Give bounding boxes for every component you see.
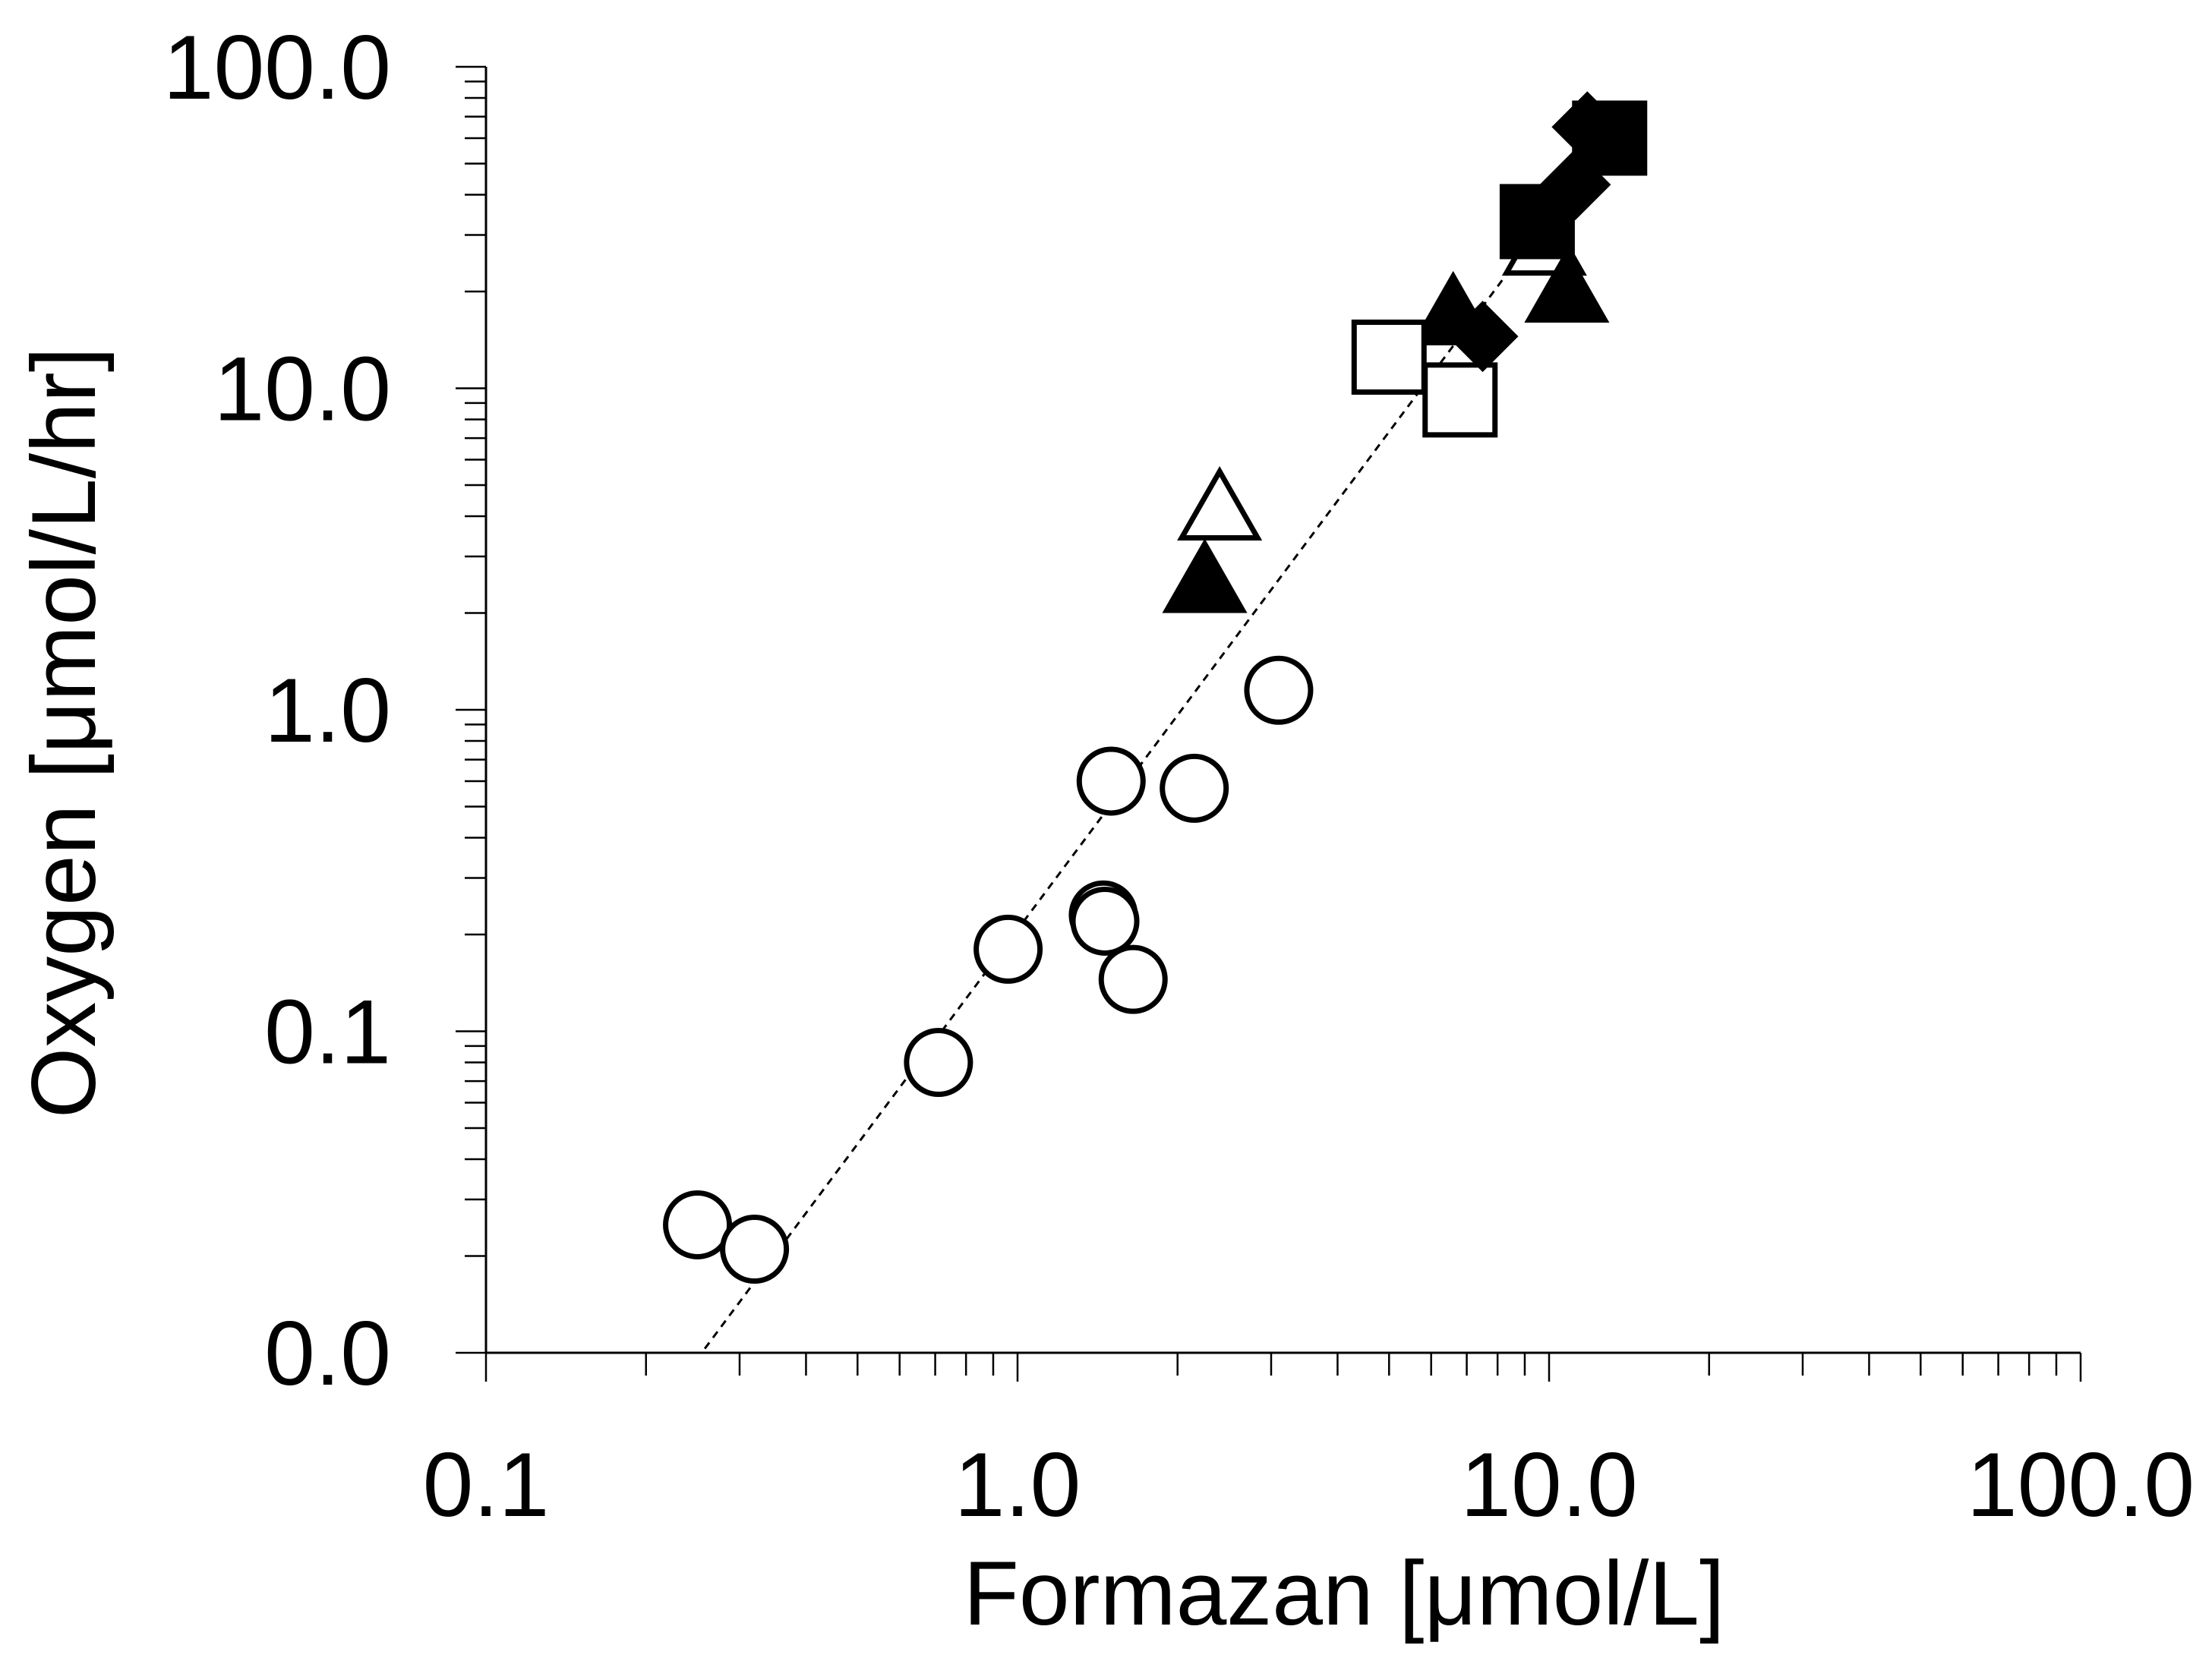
data-point-diamond-filled [1447, 301, 1519, 373]
data-point-triangle [1177, 465, 1263, 541]
data-points [663, 91, 1648, 1284]
data-point-circle [663, 1190, 733, 1259]
y-tick-label: 0.1 [264, 982, 391, 1083]
data-point-circle [1070, 886, 1140, 956]
data-point-square-filled [1499, 184, 1575, 260]
y-tick-label: 0.0 [264, 1303, 391, 1404]
y-axis-title: Oxygen [μmol/L/hr] [13, 347, 115, 1118]
y-tick-label: 100.0 [163, 17, 391, 118]
data-point-square [1351, 319, 1427, 395]
x-tick-label: 0.1 [423, 1434, 550, 1536]
data-point-circle [1076, 746, 1146, 816]
data-point-diamond-filled [1539, 149, 1611, 221]
data-point-triangle-filled [1162, 538, 1248, 613]
data-point-circle [1160, 753, 1229, 823]
data-point-triangle-filled [1524, 247, 1610, 323]
data-point-circle [973, 914, 1043, 984]
data-point-diamond-filled [1551, 91, 1624, 163]
axes: 0.1 1.0 10.0 100.0 0.0 0.1 1.0 10.0 100.0 [163, 17, 2195, 1536]
data-point-circle [720, 1215, 790, 1284]
data-point-circle [1244, 655, 1314, 725]
y-tick-label: 10.0 [213, 339, 391, 440]
data-point-circle [1098, 944, 1168, 1014]
data-point-square [1422, 362, 1498, 438]
data-point-circle [904, 1028, 973, 1098]
x-axis-title: Formazan [μmol/L] [964, 1543, 1725, 1644]
x-tick-label: 100.0 [1967, 1434, 2195, 1536]
y-tick-label: 1.0 [264, 660, 391, 761]
x-tick-label: 1.0 [955, 1434, 1081, 1536]
x-tick-label: 10.0 [1460, 1434, 1638, 1536]
